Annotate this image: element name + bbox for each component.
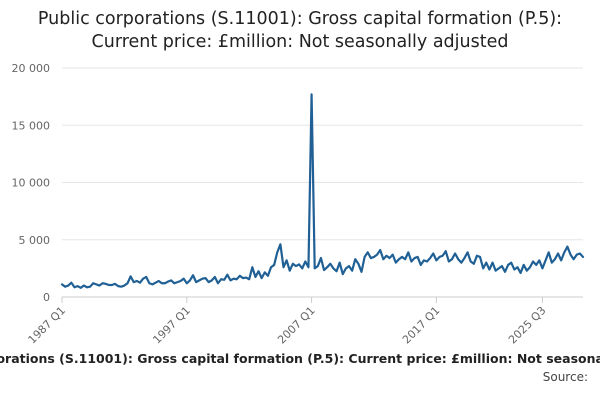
x-tick-label: 1987 Q1	[26, 304, 69, 347]
chart-title-line-2: Current price: £million: Not seasonally …	[92, 32, 509, 52]
y-axis-labels: 0 5 000 10 000 15 000 20 000	[12, 62, 51, 304]
y-tick-label: 10 000	[12, 177, 51, 190]
x-tick-label: 2017 Q1	[400, 304, 443, 347]
x-tick-label: 1997 Q1	[150, 304, 193, 347]
x-tick-label: 2025 Q3	[506, 304, 549, 347]
series-line[interactable]	[60, 93, 585, 289]
y-tick-label: 5 000	[19, 234, 51, 247]
x-tick-label: 2007 Q1	[275, 304, 318, 347]
y-tick-label: 20 000	[12, 62, 51, 75]
source-label: Source:	[543, 370, 588, 384]
footer-caption: Public corporations (S.11001): Gross cap…	[0, 351, 600, 366]
y-tick-label: 15 000	[12, 119, 51, 132]
x-axis: 1987 Q1 1997 Q1 2007 Q1 2017 Q1 2025 Q3	[26, 297, 549, 346]
gridlines	[62, 67, 583, 298]
y-tick-label: 0	[43, 291, 50, 304]
chart-title-line-1: Public corporations (S.11001): Gross cap…	[38, 9, 562, 29]
